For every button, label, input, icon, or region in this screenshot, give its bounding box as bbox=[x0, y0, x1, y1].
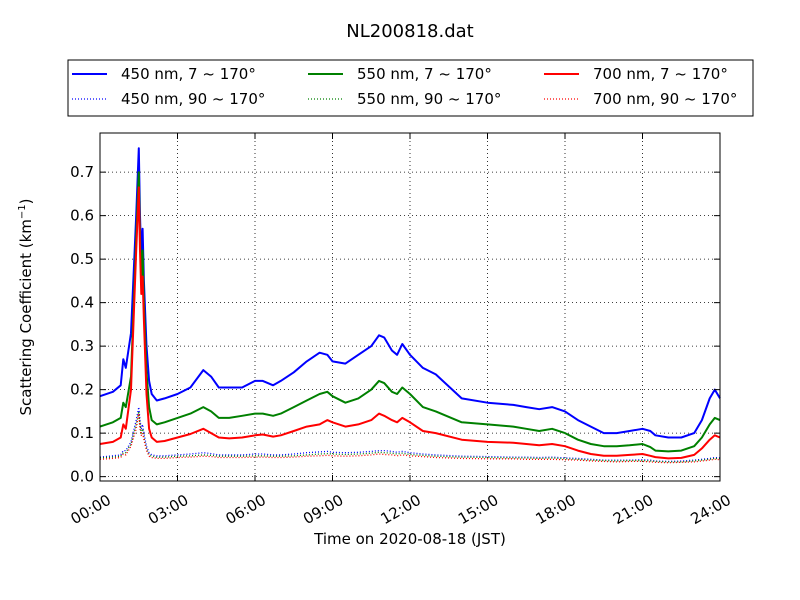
legend-label: 550 nm, 7 ~ 170° bbox=[357, 65, 492, 83]
x-tick-label: 00:00 bbox=[68, 491, 114, 528]
y-tick-label: 0.5 bbox=[70, 250, 94, 268]
x-tick-label: 21:00 bbox=[610, 491, 656, 528]
legend-label: 450 nm, 7 ~ 170° bbox=[121, 65, 256, 83]
series-line bbox=[99, 406, 721, 463]
x-tick-label: 18:00 bbox=[533, 491, 579, 528]
chart-title: NL200818.dat bbox=[346, 21, 473, 42]
legend: 450 nm, 7 ~ 170° 550 nm, 7 ~ 170° 700 nm, … bbox=[67, 59, 754, 117]
series-line bbox=[99, 410, 721, 463]
legend-label: 700 nm, 90 ~ 170° bbox=[593, 90, 737, 108]
y-tick-label: 0.6 bbox=[70, 207, 94, 225]
x-axis-label: Time on 2020-08-18 (JST) bbox=[313, 530, 506, 548]
y-axis-label: Scattering Coefficient (km−1) bbox=[17, 198, 35, 415]
legend-label: 550 nm, 90 ~ 170° bbox=[357, 90, 501, 108]
legend-box bbox=[67, 59, 754, 117]
series-line bbox=[99, 186, 721, 460]
x-tick-label: 06:00 bbox=[223, 491, 269, 528]
y-axis-label-close: ) bbox=[17, 198, 35, 204]
y-axis-label-sup: −1 bbox=[17, 204, 28, 219]
x-tick-label: 15:00 bbox=[455, 491, 501, 528]
y-tick-label: 0.7 bbox=[70, 163, 94, 181]
plot-area bbox=[99, 147, 721, 464]
x-tick-label: 12:00 bbox=[378, 491, 424, 528]
grid bbox=[100, 133, 720, 481]
y-axis-label-main: Scattering Coefficient (km bbox=[17, 219, 35, 415]
legend-label: 700 nm, 7 ~ 170° bbox=[593, 65, 728, 83]
x-tick-label: 24:00 bbox=[688, 491, 734, 528]
y-tick-label: 0.2 bbox=[70, 381, 94, 399]
x-tick-label: 09:00 bbox=[300, 491, 346, 528]
legend-label: 450 nm, 90 ~ 170° bbox=[121, 90, 265, 108]
y-tick-label: 0.0 bbox=[70, 468, 94, 486]
x-tick-label: 03:00 bbox=[145, 491, 191, 528]
y-tick-label: 0.3 bbox=[70, 337, 94, 355]
y-tick-label: 0.1 bbox=[70, 424, 94, 442]
y-tick-label: 0.4 bbox=[70, 294, 94, 312]
axes-ticks: 00:00 03:00 06:00 09:00 12:00 15:00 18:00 21:00… bbox=[68, 133, 734, 528]
